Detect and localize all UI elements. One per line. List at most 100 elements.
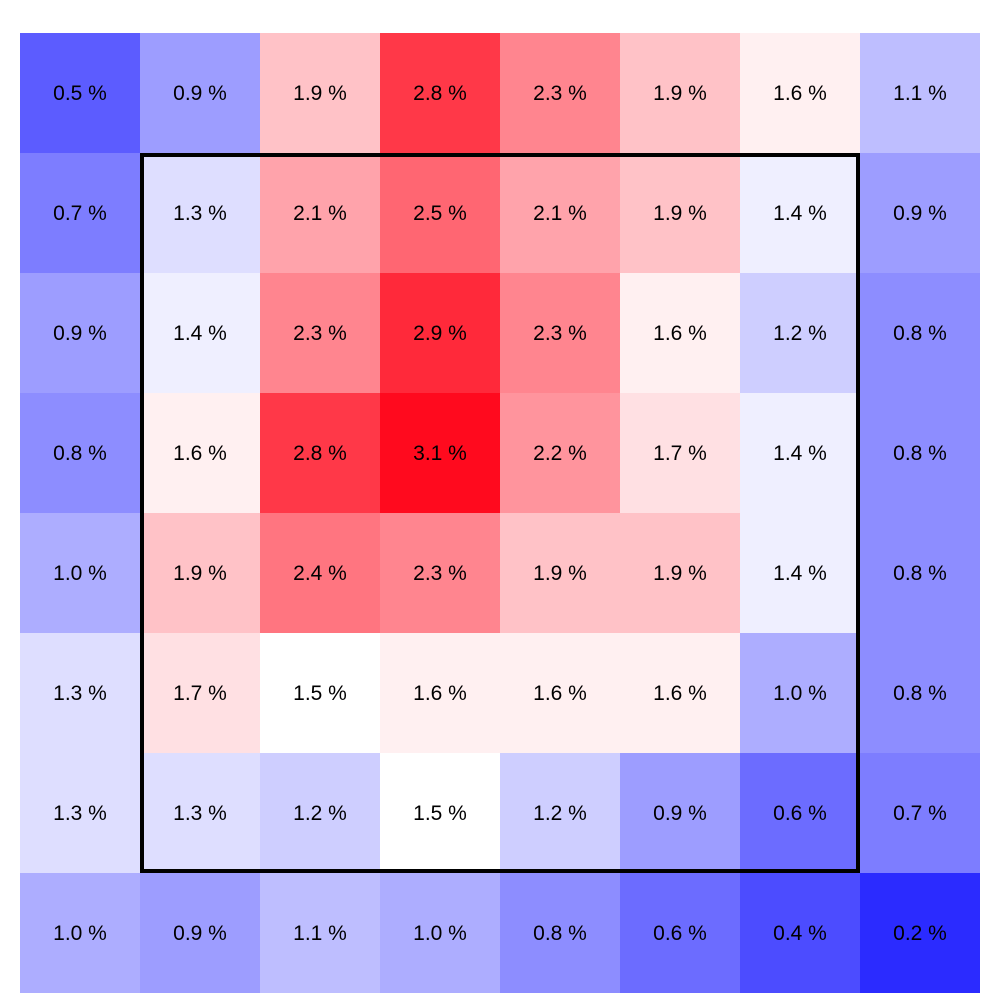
heatmap-cell-label-r4-c6: 1.4 % — [773, 562, 827, 585]
heatmap-cell-r4-c2 — [260, 513, 380, 633]
heatmap-cell-label-r7-c7: 0.2 % — [893, 922, 947, 945]
heatmap-cell-label-r3-c0: 0.8 % — [53, 442, 107, 465]
heatmap-cell-r6-c1 — [140, 753, 260, 873]
heatmap-cell-label-r4-c5: 1.9 % — [653, 562, 707, 585]
heatmap-cell-r0-c5 — [620, 33, 740, 153]
heatmap-cell-label-r3-c1: 1.6 % — [173, 442, 227, 465]
heatmap-cell-label-r7-c3: 1.0 % — [413, 922, 467, 945]
heatmap-cell-label-r1-c1: 1.3 % — [173, 202, 227, 225]
heatmap-cell-r2-c0 — [20, 273, 140, 393]
heatmap-cell-r2-c3 — [380, 273, 500, 393]
heatmap-cell-label-r3-c3: 3.1 % — [413, 442, 467, 465]
heatmap-cell-label-r4-c2: 2.4 % — [293, 562, 347, 585]
heatmap-cell-label-r0-c5: 1.9 % — [653, 82, 707, 105]
heatmap-cell-r0-c3 — [380, 33, 500, 153]
heatmap-cell-r3-c4 — [500, 393, 620, 513]
heatmap-cell-r1-c1 — [140, 153, 260, 273]
heatmap-cell-label-r0-c6: 1.6 % — [773, 82, 827, 105]
heatmap-cell-label-r5-c1: 1.7 % — [173, 682, 227, 705]
heatmap-cell-r4-c0 — [20, 513, 140, 633]
heatmap-cell-r6-c7 — [860, 753, 980, 873]
heatmap-cell-r7-c1 — [140, 873, 260, 993]
heatmap-cell-label-r1-c4: 2.1 % — [533, 202, 587, 225]
heatmap-cell-r6-c5 — [620, 753, 740, 873]
heatmap-cell-label-r7-c2: 1.1 % — [293, 922, 347, 945]
heatmap-cell-r2-c1 — [140, 273, 260, 393]
heatmap-cell-r3-c0 — [20, 393, 140, 513]
heatmap-cell-label-r1-c7: 0.9 % — [893, 202, 947, 225]
heatmap-cell-label-r6-c1: 1.3 % — [173, 802, 227, 825]
heatmap-cell-r6-c4 — [500, 753, 620, 873]
heatmap-cell-r0-c0 — [20, 33, 140, 153]
heatmap-cell-label-r7-c4: 0.8 % — [533, 922, 587, 945]
heatmap-cell-label-r1-c2: 2.1 % — [293, 202, 347, 225]
heatmap-cell-label-r3-c4: 2.2 % — [533, 442, 587, 465]
heatmap-cell-r5-c1 — [140, 633, 260, 753]
heatmap-cell-label-r1-c3: 2.5 % — [413, 202, 467, 225]
heatmap-cell-label-r5-c5: 1.6 % — [653, 682, 707, 705]
heatmap-cell-label-r1-c0: 0.7 % — [53, 202, 107, 225]
heatmap-cell-r3-c5 — [620, 393, 740, 513]
heatmap-cell-r0-c7 — [860, 33, 980, 153]
heatmap-cell-label-r2-c1: 1.4 % — [173, 322, 227, 345]
heatmap-cell-r2-c4 — [500, 273, 620, 393]
heatmap-cell-label-r7-c5: 0.6 % — [653, 922, 707, 945]
heatmap-cell-r2-c7 — [860, 273, 980, 393]
heatmap-cell-r4-c3 — [380, 513, 500, 633]
heatmap-cell-label-r3-c5: 1.7 % — [653, 442, 707, 465]
heatmap-cell-r0-c2 — [260, 33, 380, 153]
heatmap-cell-r4-c5 — [620, 513, 740, 633]
heatmap-cell-r2-c5 — [620, 273, 740, 393]
heatmap-cell-label-r5-c7: 0.8 % — [893, 682, 947, 705]
heatmap-cell-r6-c6 — [740, 753, 860, 873]
heatmap-cell-r0-c6 — [740, 33, 860, 153]
heatmap-cell-r7-c2 — [260, 873, 380, 993]
heatmap-cell-label-r2-c6: 1.2 % — [773, 322, 827, 345]
heatmap-cell-label-r4-c3: 2.3 % — [413, 562, 467, 585]
heatmap-cell-r3-c1 — [140, 393, 260, 513]
heatmap-cell-label-r0-c1: 0.9 % — [173, 82, 227, 105]
heatmap-cell-r5-c7 — [860, 633, 980, 753]
heatmap-cell-r2-c2 — [260, 273, 380, 393]
heatmap-cell-r4-c7 — [860, 513, 980, 633]
heatmap-cell-label-r2-c0: 0.9 % — [53, 322, 107, 345]
heatmap-cell-label-r6-c5: 0.9 % — [653, 802, 707, 825]
heatmap-cell-r5-c6 — [740, 633, 860, 753]
heatmap-cell-r1-c4 — [500, 153, 620, 273]
heatmap-cell-label-r2-c3: 2.9 % — [413, 322, 467, 345]
heatmap-cell-r5-c0 — [20, 633, 140, 753]
heatmap-cell-label-r3-c7: 0.8 % — [893, 442, 947, 465]
heatmap-cell-r5-c2 — [260, 633, 380, 753]
heatmap-cell-label-r6-c7: 0.7 % — [893, 802, 947, 825]
strike-zone-box — [140, 153, 860, 873]
heatmap-cell-r5-c5 — [620, 633, 740, 753]
heatmap-cell-label-r7-c6: 0.4 % — [773, 922, 827, 945]
heatmap-cell-label-r0-c4: 2.3 % — [533, 82, 587, 105]
heatmap-cell-label-r2-c7: 0.8 % — [893, 322, 947, 345]
heatmap-cell-label-r4-c4: 1.9 % — [533, 562, 587, 585]
heatmap-cell-r3-c7 — [860, 393, 980, 513]
heatmap-cell-label-r6-c3: 1.5 % — [413, 802, 467, 825]
heatmap-cell-r4-c6 — [740, 513, 860, 633]
heatmap-cell-label-r3-c2: 2.8 % — [293, 442, 347, 465]
heatmap-cell-label-r6-c6: 0.6 % — [773, 802, 827, 825]
heatmap-cell-label-r5-c2: 1.5 % — [293, 682, 347, 705]
heatmap-labels: 0.5 % 0.9 % 1.9 % 2.8 % 2.3 % 1.9 % 1.6 % 1.1 %… — [53, 82, 947, 945]
heatmap-cell-label-r2-c5: 1.6 % — [653, 322, 707, 345]
heatmap-cell-label-r4-c0: 1.0 % — [53, 562, 107, 585]
heatmap-cell-label-r5-c6: 1.0 % — [773, 682, 827, 705]
heatmap-cell-label-r1-c5: 1.9 % — [653, 202, 707, 225]
heatmap-cell-label-r5-c4: 1.6 % — [533, 682, 587, 705]
heatmap-cell-label-r6-c4: 1.2 % — [533, 802, 587, 825]
heatmap-cell-r4-c1 — [140, 513, 260, 633]
heatmap-cell-r7-c6 — [740, 873, 860, 993]
heatmap-cell-label-r6-c2: 1.2 % — [293, 802, 347, 825]
heatmap-cell-r1-c5 — [620, 153, 740, 273]
heatmap-cell-label-r0-c2: 1.9 % — [293, 82, 347, 105]
heatmap-cell-r0-c1 — [140, 33, 260, 153]
heatmap-cell-label-r4-c7: 0.8 % — [893, 562, 947, 585]
heatmap-cell-r1-c2 — [260, 153, 380, 273]
heatmap-cell-r6-c2 — [260, 753, 380, 873]
heatmap-cell-r1-c0 — [20, 153, 140, 273]
